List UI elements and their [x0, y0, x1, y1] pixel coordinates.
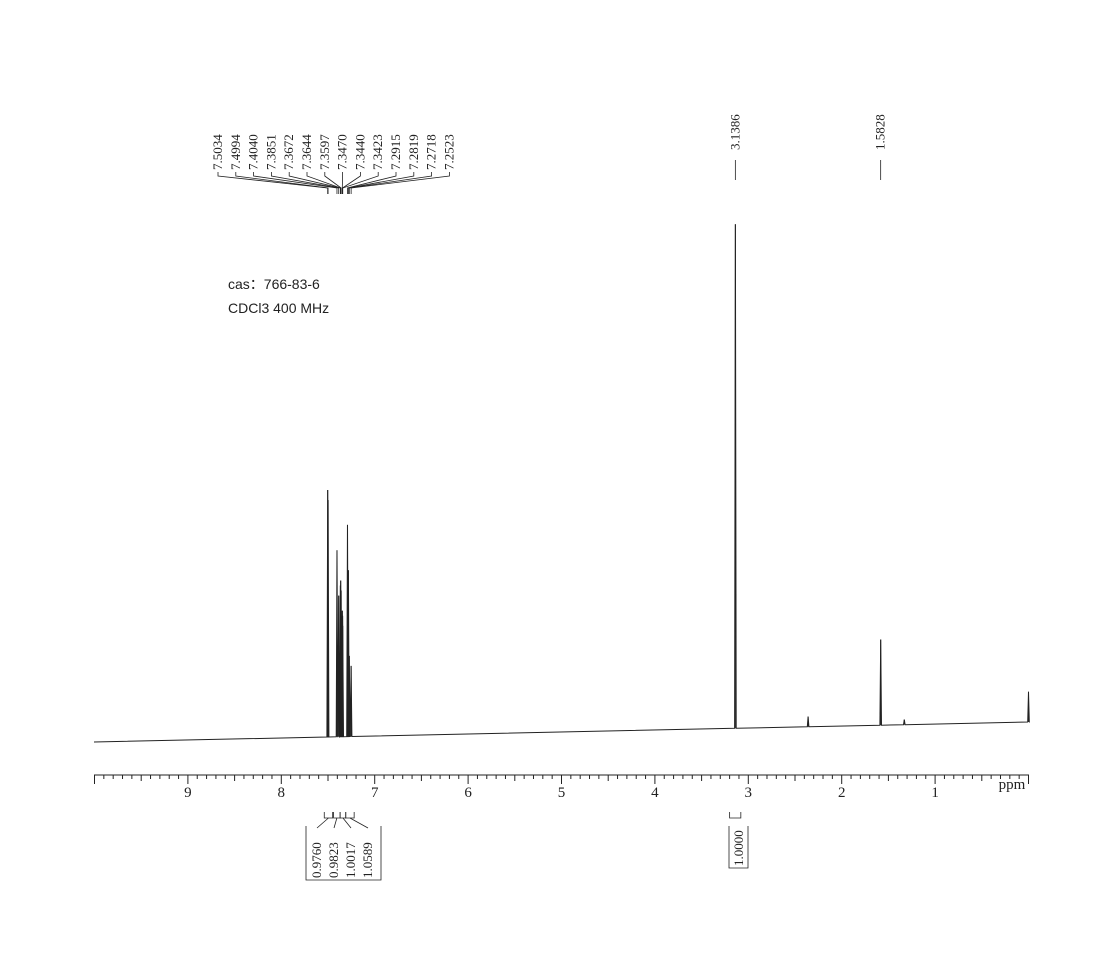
integral-box [305, 826, 382, 881]
integral-value-label: 1.0589 [360, 842, 375, 878]
peak-shift-label: 7.3851 [263, 134, 278, 170]
peak-shift-label: 7.3470 [335, 134, 350, 170]
peak-shift-label: 3.1386 [727, 114, 742, 150]
spectrum-trace [93, 224, 1030, 743]
peak-label-leader [348, 172, 432, 194]
peak-label-leader [306, 172, 342, 194]
peak-label-leader [288, 172, 341, 194]
peak-label-leader [347, 172, 397, 194]
peak-shift-label: 7.3672 [281, 134, 296, 170]
peak-shift-label: 7.3597 [317, 134, 332, 170]
integral-bracket [729, 812, 742, 819]
integral-leader [333, 817, 338, 829]
peak-shift-label: 7.5034 [210, 134, 225, 170]
integral-leader [316, 817, 329, 829]
peak-label-leader [347, 172, 415, 194]
x-tick-label: 1 [931, 785, 939, 801]
integral-value-label: 0.9823 [326, 842, 341, 878]
integral-value-label: 1.0017 [343, 842, 358, 878]
solvent-frequency-label: CDCl3 400 MHz [228, 300, 330, 316]
integral-value-label: 1.0000 [731, 830, 746, 866]
peak-label-leader [253, 172, 338, 194]
x-tick-label: 7 [371, 785, 379, 801]
x-tick-label: 3 [745, 785, 753, 801]
peak-shift-label: 7.2523 [441, 134, 456, 170]
x-axis-unit-label: ppm [999, 777, 1026, 793]
peak-shift-label: 7.3440 [352, 134, 367, 170]
peak-shift-label: 7.2915 [388, 134, 403, 170]
integral-box [728, 826, 749, 869]
integral-bracket [345, 812, 355, 819]
x-tick-label: 4 [651, 785, 659, 801]
peak-label-leader [324, 172, 342, 194]
x-tick-label: 6 [464, 785, 472, 801]
peak-shift-label: 7.4040 [246, 134, 261, 170]
peak-labels: 7.5034 7.4994 7.4040 7.3851 7.3672 7.3644 7.35… [210, 114, 888, 194]
peak-label-leader [350, 172, 450, 194]
integral-value-label: 0.9760 [309, 842, 324, 878]
peak-shift-label: 7.3423 [370, 134, 385, 170]
integral-leader [342, 817, 352, 829]
x-axis: 9 8 7 6 5 4 3 2 1 ppm [94, 774, 1029, 801]
cas-number-label: cas：766-83-6 [228, 276, 320, 292]
peak-shift-label: 7.2819 [406, 134, 421, 170]
peak-shift-label: 7.2718 [424, 134, 439, 170]
peak-label-leader [342, 172, 379, 194]
peak-shift-label: 1.5828 [873, 114, 888, 150]
integral-bracket [339, 812, 347, 819]
integral-bracket [323, 812, 334, 819]
x-tick-label: 8 [278, 785, 286, 801]
peak-shift-label: 7.4994 [228, 134, 243, 170]
x-tick-label: 5 [558, 785, 566, 801]
x-tick-label: 2 [838, 785, 846, 801]
x-tick-label: 9 [184, 785, 192, 801]
peak-shift-label: 7.3644 [299, 134, 314, 170]
integrals: 0.9760 0.9823 1.0017 1.0589 1.0000 [305, 812, 749, 881]
integral-leader [349, 817, 369, 829]
peak-label-leader [271, 172, 340, 194]
integral-bracket [333, 812, 341, 819]
peak-label-leader [235, 172, 329, 194]
